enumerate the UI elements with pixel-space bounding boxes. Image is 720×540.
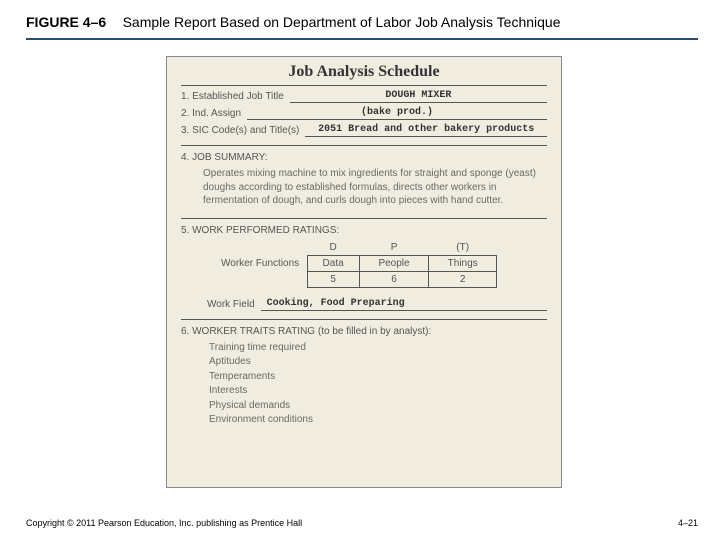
field-sic-code: 3. SIC Code(s) and Title(s) 2051 Bread a… bbox=[167, 120, 561, 137]
job-analysis-form: Job Analysis Schedule 1. Established Job… bbox=[166, 56, 562, 488]
category-cell: Things bbox=[429, 255, 497, 271]
slide-footer: Copyright © 2011 Pearson Education, Inc.… bbox=[26, 518, 698, 528]
field-label: 2. Ind. Assign bbox=[181, 108, 247, 120]
section-worker-traits: 6. WORKER TRAITS RATING (to be filled in… bbox=[167, 320, 561, 430]
copyright-text: Copyright © 2011 Pearson Education, Inc.… bbox=[26, 518, 302, 528]
trait-item: Aptitudes bbox=[209, 355, 541, 370]
field-label: 3. SIC Code(s) and Title(s) bbox=[181, 125, 305, 137]
col-header: P bbox=[359, 240, 429, 256]
trait-item: Physical demands bbox=[209, 399, 541, 414]
traits-list: Training time required Aptitudes Tempera… bbox=[181, 337, 547, 430]
work-field-label: Work Field bbox=[207, 299, 261, 311]
value-cell: 6 bbox=[359, 271, 429, 287]
category-cell: People bbox=[359, 255, 429, 271]
value-cell: 5 bbox=[307, 271, 359, 287]
figure-header: FIGURE 4–6 Sample Report Based on Depart… bbox=[26, 14, 698, 40]
figure-label: FIGURE 4–6 bbox=[26, 14, 106, 30]
header-rule bbox=[26, 38, 698, 40]
ratings-table-wrap: D P (T) Worker Functions Data People Thi… bbox=[167, 236, 561, 290]
work-field-row: Work Field Cooking, Food Preparing bbox=[167, 290, 561, 311]
trait-item: Interests bbox=[209, 384, 541, 399]
trait-item: Training time required bbox=[209, 341, 541, 356]
row-label: Worker Functions bbox=[217, 255, 307, 271]
trait-item: Temperaments bbox=[209, 370, 541, 385]
figure-caption: Sample Report Based on Department of Lab… bbox=[123, 14, 561, 30]
section-heading: 6. WORKER TRAITS RATING (to be filled in… bbox=[181, 326, 547, 337]
form-title: Job Analysis Schedule bbox=[167, 57, 561, 85]
col-header: D bbox=[307, 240, 359, 256]
field-value: (bake prod.) bbox=[247, 107, 547, 120]
field-value: DOUGH MIXER bbox=[290, 90, 547, 103]
section-body: Operates mixing machine to mix ingredien… bbox=[181, 163, 547, 210]
ratings-table: D P (T) Worker Functions Data People Thi… bbox=[217, 240, 497, 288]
section-job-summary: 4. JOB SUMMARY: Operates mixing machine … bbox=[167, 146, 561, 210]
section-heading: 5. WORK PERFORMED RATINGS: bbox=[181, 225, 547, 236]
page-number: 4–21 bbox=[678, 518, 698, 528]
field-value: 2051 Bread and other bakery products bbox=[305, 124, 547, 137]
work-field-value: Cooking, Food Preparing bbox=[261, 298, 547, 311]
section-work-performed: 5. WORK PERFORMED RATINGS: bbox=[167, 219, 561, 236]
value-cell: 2 bbox=[429, 271, 497, 287]
col-header: (T) bbox=[429, 240, 497, 256]
field-job-title: 1. Established Job Title DOUGH MIXER bbox=[167, 86, 561, 103]
section-heading: 4. JOB SUMMARY: bbox=[181, 152, 547, 163]
category-cell: Data bbox=[307, 255, 359, 271]
field-label: 1. Established Job Title bbox=[181, 91, 290, 103]
field-ind-assign: 2. Ind. Assign (bake prod.) bbox=[167, 103, 561, 120]
trait-item: Environment conditions bbox=[209, 413, 541, 428]
